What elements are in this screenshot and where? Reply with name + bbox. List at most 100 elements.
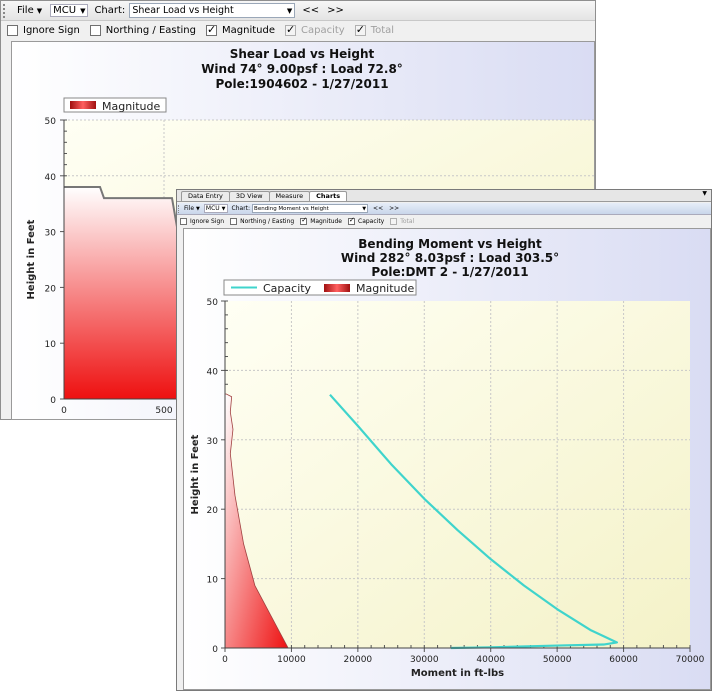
checkbox[interactable] xyxy=(348,216,355,225)
y-tick-label: 50 xyxy=(207,298,219,308)
option-northing-easting[interactable]: Northing / Easting xyxy=(230,217,295,225)
bending-chart-panel: Bending Moment vs Height Wind 282° 8.03ps… xyxy=(183,228,711,690)
y-tick-label: 10 xyxy=(207,576,219,586)
legend-label-capacity: Capacity xyxy=(263,282,312,295)
tab-charts[interactable]: Charts xyxy=(309,191,348,201)
chart-subtitle: Pole:1904602 - 1/27/2011 xyxy=(215,77,388,91)
previous-chart-button[interactable]: << xyxy=(302,5,320,16)
legend: Capacity Magnitude xyxy=(223,279,417,296)
file-menu-label: File xyxy=(17,5,34,16)
y-tick-label: 40 xyxy=(207,367,219,377)
option-total[interactable]: Total xyxy=(354,23,395,36)
file-menu-label: File xyxy=(184,205,195,212)
tab-measure[interactable]: Measure xyxy=(268,191,311,201)
option-label: Total xyxy=(400,217,415,225)
option-label: Ignore Sign xyxy=(190,217,225,225)
legend-box xyxy=(223,279,417,296)
legend: Magnitude xyxy=(63,97,167,113)
chart-subtitle: Pole:DMT 2 - 1/27/2011 xyxy=(371,265,528,279)
y-tick-label: 0 xyxy=(212,645,218,655)
mcu-label: MCU xyxy=(205,205,220,212)
checkbox[interactable] xyxy=(284,23,296,36)
checkbox[interactable] xyxy=(89,24,101,36)
checkbox[interactable] xyxy=(7,24,18,36)
option-magnitude[interactable]: Magnitude xyxy=(206,23,275,36)
x-tick-label: 500 xyxy=(155,406,172,416)
x-tick-label: 60000 xyxy=(609,655,638,665)
chevron-down-icon: ▼ xyxy=(221,205,226,212)
x-tick-label: 0 xyxy=(222,655,228,665)
chart-select[interactable]: Bending Moment vs Height ▼ xyxy=(252,204,369,213)
chart-title: Shear Load vs Height xyxy=(230,47,375,61)
option-label: Magnitude xyxy=(222,24,275,36)
x-tick-label: 70000 xyxy=(676,655,705,665)
chevron-down-icon: ▼ xyxy=(362,205,367,212)
legend-label-magnitude: Magnitude xyxy=(356,282,415,295)
next-chart-button[interactable]: >> xyxy=(389,205,400,212)
checkbox[interactable] xyxy=(354,23,366,36)
y-axis-label: Height in Feet xyxy=(26,219,37,299)
option-total[interactable]: Total xyxy=(390,217,415,225)
checkbox[interactable] xyxy=(230,217,238,225)
chart-subtitle: Wind 282° 8.03psf : Load 303.5° xyxy=(341,251,559,265)
file-menu-button[interactable]: File ▼ xyxy=(183,204,201,213)
x-tick-label: 0 xyxy=(61,406,67,416)
y-tick-label: 0 xyxy=(50,396,56,406)
y-tick-label: 40 xyxy=(45,173,57,183)
chevron-down-icon: ▼ xyxy=(286,6,293,15)
bending-moment-window: Data Entry 3D View Measure Charts ▼ File ▼ … xyxy=(176,189,712,691)
x-tick-label: 40000 xyxy=(476,655,505,665)
option-magnitude[interactable]: Magnitude xyxy=(300,216,342,225)
chart-select[interactable]: Shear Load vs Height ▼ xyxy=(129,3,296,18)
legend-swatch-magnitude xyxy=(70,101,96,109)
legend-label-magnitude: Magnitude xyxy=(102,100,161,113)
option-label: Total xyxy=(370,24,395,36)
option-label: Northing / Easting xyxy=(105,24,196,36)
checkbox[interactable] xyxy=(390,217,398,225)
plot-area xyxy=(225,301,690,648)
mcu-label: MCU xyxy=(53,5,77,16)
magnitude-area xyxy=(224,393,289,649)
option-label: Capacity xyxy=(358,217,385,225)
next-chart-button[interactable]: >> xyxy=(327,5,344,16)
option-label: Northing / Easting xyxy=(240,217,295,225)
mcu-dropdown[interactable]: MCU ▼ xyxy=(50,4,89,17)
file-menu-button[interactable]: File ▼ xyxy=(13,4,46,17)
y-tick-label: 50 xyxy=(45,117,57,127)
y-tick-label: 20 xyxy=(207,506,219,516)
tab-list-dropdown-icon[interactable]: ▼ xyxy=(702,190,707,197)
chart-options-bar: Ignore Sign Northing / Easting Magnitude… xyxy=(1,22,595,38)
tab-data-entry[interactable]: Data Entry xyxy=(181,191,230,201)
y-tick-label: 10 xyxy=(45,340,57,350)
option-ignore-sign[interactable]: Ignore Sign xyxy=(7,24,80,36)
x-tick-label: 30000 xyxy=(410,655,439,665)
x-tick-label: 20000 xyxy=(344,655,373,665)
option-ignore-sign[interactable]: Ignore Sign xyxy=(180,217,225,225)
option-capacity[interactable]: Capacity xyxy=(348,216,385,225)
checkbox[interactable] xyxy=(206,23,217,36)
x-tick-label: 10000 xyxy=(277,655,306,665)
x-axis-label: Moment in ft-lbs xyxy=(411,668,504,679)
chevron-down-icon: ▼ xyxy=(80,6,86,15)
chart-select-value: Shear Load vs Height xyxy=(132,5,234,16)
chart-label: Chart: xyxy=(94,5,126,16)
option-label: Magnitude xyxy=(310,217,342,225)
tab-strip: Data Entry 3D View Measure Charts ▼ xyxy=(177,190,711,202)
chart-title: Bending Moment vs Height xyxy=(358,237,542,251)
chart-toolbar: File ▼ MCU ▼ Chart: Shear Load vs Height… xyxy=(1,1,595,21)
chevron-down-icon: ▼ xyxy=(36,6,43,15)
previous-chart-button[interactable]: << xyxy=(373,205,384,212)
checkbox[interactable] xyxy=(180,217,187,225)
chart-select-value: Bending Moment vs Height xyxy=(254,205,329,212)
chart-subtitle: Wind 74° 9.00psf : Load 72.8° xyxy=(201,62,403,76)
option-capacity[interactable]: Capacity xyxy=(284,23,345,36)
mcu-dropdown[interactable]: MCU ▼ xyxy=(203,204,228,213)
checkbox[interactable] xyxy=(300,216,308,225)
option-label: Capacity xyxy=(300,24,345,36)
chevron-down-icon: ▼ xyxy=(196,205,200,212)
chart-label: Chart: xyxy=(231,205,251,212)
option-northing-easting[interactable]: Northing / Easting xyxy=(89,24,196,36)
tab-3d-view[interactable]: 3D View xyxy=(228,191,270,201)
legend-swatch-magnitude xyxy=(324,284,350,292)
